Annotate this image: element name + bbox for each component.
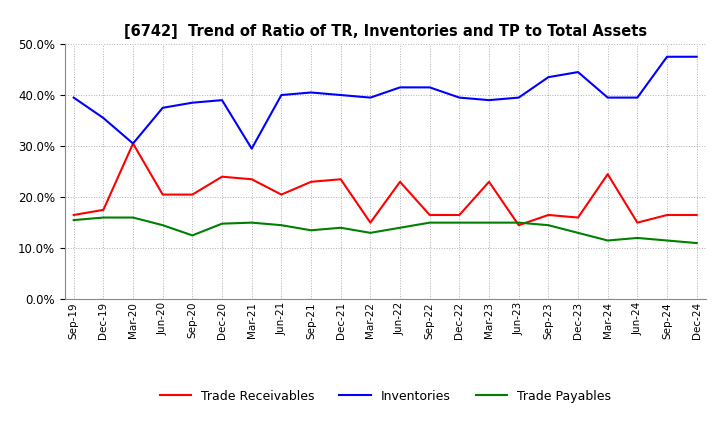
Trade Receivables	[574, 215, 582, 220]
Trade Payables	[426, 220, 434, 225]
Inventories	[217, 98, 226, 103]
Inventories	[544, 74, 553, 80]
Trade Payables	[485, 220, 493, 225]
Inventories	[455, 95, 464, 100]
Line: Trade Payables: Trade Payables	[73, 217, 697, 243]
Trade Receivables	[129, 141, 138, 146]
Trade Payables	[99, 215, 108, 220]
Trade Payables	[69, 217, 78, 223]
Trade Receivables	[69, 213, 78, 218]
Trade Receivables	[277, 192, 286, 197]
Trade Receivables	[514, 223, 523, 228]
Inventories	[514, 95, 523, 100]
Inventories	[366, 95, 374, 100]
Trade Payables	[544, 223, 553, 228]
Trade Payables	[307, 227, 315, 233]
Trade Receivables	[455, 213, 464, 218]
Inventories	[693, 54, 701, 59]
Inventories	[277, 92, 286, 98]
Trade Payables	[248, 220, 256, 225]
Trade Receivables	[426, 213, 434, 218]
Trade Receivables	[603, 172, 612, 177]
Inventories	[485, 98, 493, 103]
Trade Payables	[277, 223, 286, 228]
Title: [6742]  Trend of Ratio of TR, Inventories and TP to Total Assets: [6742] Trend of Ratio of TR, Inventories…	[124, 24, 647, 39]
Inventories	[248, 146, 256, 151]
Trade Payables	[514, 220, 523, 225]
Trade Payables	[366, 230, 374, 235]
Trade Payables	[217, 221, 226, 226]
Trade Payables	[662, 238, 671, 243]
Inventories	[336, 92, 345, 98]
Trade Payables	[158, 223, 167, 228]
Trade Receivables	[188, 192, 197, 197]
Inventories	[99, 115, 108, 121]
Inventories	[69, 95, 78, 100]
Inventories	[426, 85, 434, 90]
Legend: Trade Receivables, Inventories, Trade Payables: Trade Receivables, Inventories, Trade Pa…	[155, 385, 616, 408]
Line: Inventories: Inventories	[73, 57, 697, 149]
Trade Payables	[129, 215, 138, 220]
Inventories	[633, 95, 642, 100]
Trade Receivables	[396, 179, 405, 184]
Trade Payables	[633, 235, 642, 241]
Inventories	[396, 85, 405, 90]
Line: Trade Receivables: Trade Receivables	[73, 143, 697, 225]
Trade Payables	[574, 230, 582, 235]
Trade Payables	[693, 240, 701, 246]
Trade Receivables	[158, 192, 167, 197]
Inventories	[188, 100, 197, 105]
Trade Receivables	[99, 207, 108, 213]
Trade Receivables	[217, 174, 226, 180]
Inventories	[158, 105, 167, 110]
Trade Payables	[603, 238, 612, 243]
Trade Payables	[336, 225, 345, 231]
Trade Receivables	[693, 213, 701, 218]
Inventories	[129, 141, 138, 146]
Trade Receivables	[366, 220, 374, 225]
Trade Payables	[455, 220, 464, 225]
Inventories	[307, 90, 315, 95]
Trade Payables	[188, 233, 197, 238]
Trade Payables	[396, 225, 405, 231]
Trade Receivables	[248, 176, 256, 182]
Inventories	[603, 95, 612, 100]
Trade Receivables	[336, 176, 345, 182]
Trade Receivables	[307, 179, 315, 184]
Trade Receivables	[544, 213, 553, 218]
Trade Receivables	[633, 220, 642, 225]
Trade Receivables	[662, 213, 671, 218]
Trade Receivables	[485, 179, 493, 184]
Inventories	[574, 70, 582, 75]
Inventories	[662, 54, 671, 59]
